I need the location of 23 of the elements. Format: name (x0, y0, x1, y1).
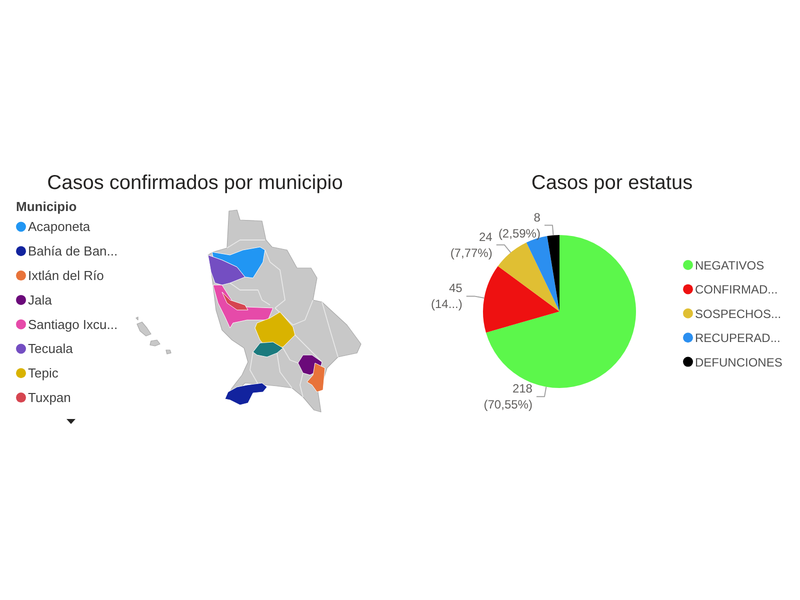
chart-title: Casos por estatus (531, 172, 693, 194)
legend-label: RECUPERAD... (695, 331, 780, 346)
legend-label: CONFIRMAD... (695, 282, 778, 297)
category-label: Jala (28, 292, 53, 308)
legend-label: NEGATIVOS (695, 258, 764, 272)
data-label: 24 (7,77%) (450, 230, 493, 260)
pie-slice (498, 242, 560, 312)
legend-title: Municipio (16, 199, 77, 214)
category-label: Santiago Ixcu... (28, 316, 118, 332)
category-label: Ixtlán del Río (28, 268, 104, 284)
category-label: Tuxpan (28, 390, 71, 406)
data-label: 218 (70,55%) (484, 382, 533, 412)
data-label: 8 (2,59%) (498, 210, 541, 240)
legend-label: SOSPECHOS... (695, 306, 782, 321)
category-label: Tepic (28, 366, 59, 381)
category-label: Acaponeta (28, 219, 91, 234)
category-label: Bahía de Ban... (28, 244, 118, 259)
pie-slice (547, 235, 560, 312)
data-label: 45 (14...) (431, 281, 463, 312)
legend-label: DEFUNCIONES (695, 355, 782, 370)
category-label: Tecuala (28, 341, 74, 356)
text: Casos confirmados por municipio (47, 172, 343, 194)
pie-slice (483, 266, 560, 333)
